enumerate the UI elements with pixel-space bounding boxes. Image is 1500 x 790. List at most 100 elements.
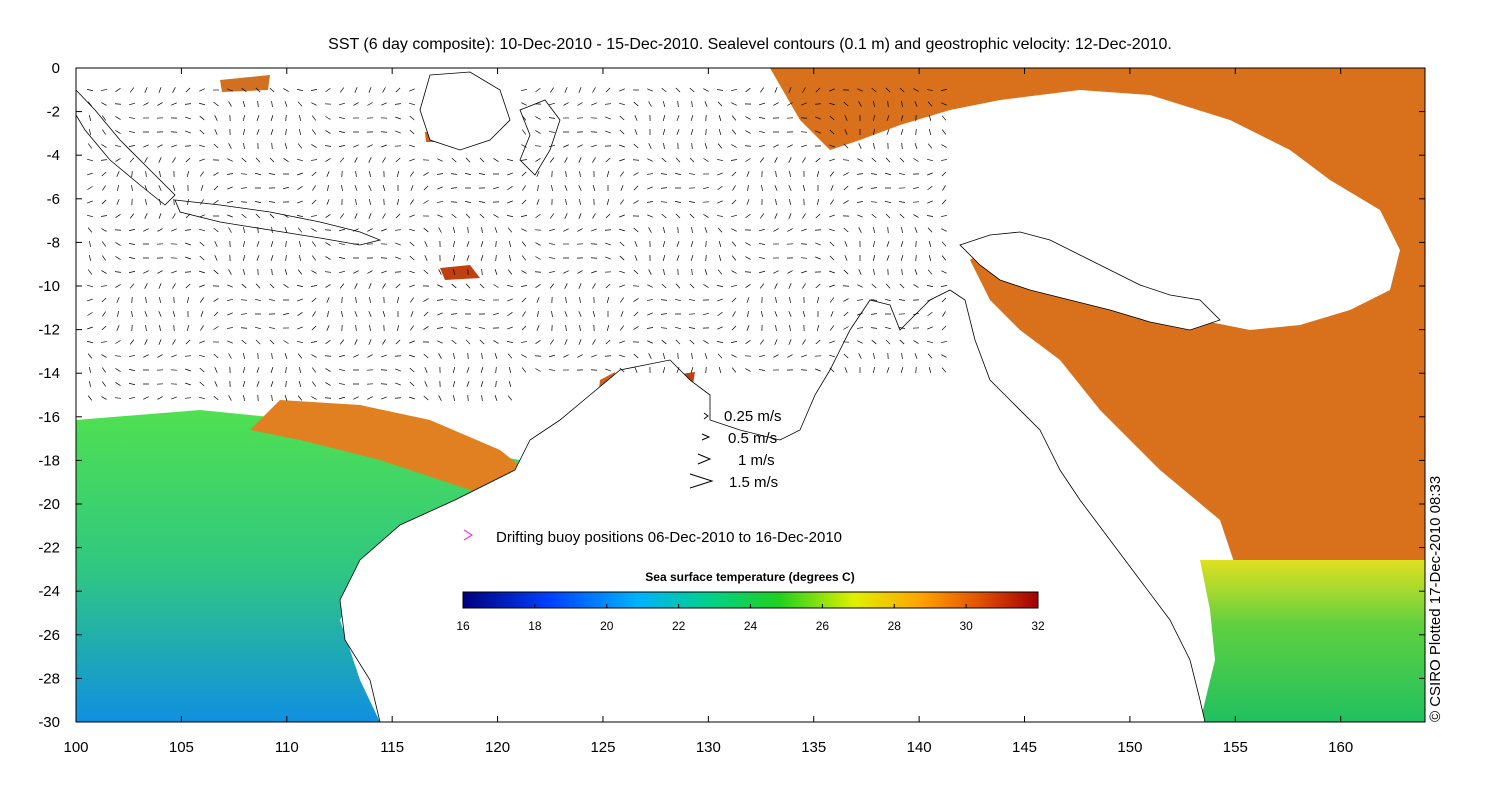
velocity-arrow — [353, 396, 359, 400]
velocity-arrow — [173, 198, 175, 206]
velocity-arrow — [788, 311, 792, 317]
velocity-arrow — [101, 228, 107, 232]
velocity-arrow — [199, 88, 205, 92]
velocity-arrow — [927, 227, 933, 233]
velocity-arrow — [940, 159, 948, 161]
velocity-arrow — [481, 352, 483, 360]
velocity-arrow — [255, 87, 261, 93]
velocity-arrow — [453, 394, 455, 402]
velocity-arrow — [913, 214, 919, 218]
velocity-arrow — [816, 325, 820, 331]
velocity-arrow — [885, 87, 891, 93]
velocity-arrow — [228, 395, 232, 401]
velocity-arrow — [255, 172, 261, 176]
velocity-arrow — [171, 102, 177, 106]
velocity-arrow — [774, 283, 778, 289]
velocity-arrow — [620, 199, 624, 205]
velocity-arrow — [731, 199, 737, 205]
velocity-arrow — [691, 100, 693, 108]
velocity-arrow — [774, 157, 778, 163]
velocity-arrow — [521, 115, 527, 121]
velocity-arrow — [438, 227, 442, 233]
velocity-arrow — [172, 87, 176, 93]
velocity-arrow — [116, 171, 120, 177]
velocity-arrow — [101, 354, 107, 358]
velocity-arrow — [788, 283, 792, 289]
velocity-arrow — [270, 115, 274, 121]
velocity-arrow — [369, 296, 371, 304]
velocity-arrow — [297, 326, 303, 330]
velocity-arrow — [129, 228, 135, 232]
velocity-arrow — [423, 395, 429, 401]
velocity-arrow — [254, 326, 262, 330]
velocity-arrow — [647, 284, 653, 288]
velocity-arrow — [871, 157, 877, 163]
velocity-arrow — [283, 186, 289, 190]
velocity-arrow — [774, 339, 778, 345]
velocity-arrow — [577, 228, 583, 232]
y-tick-label: -2 — [47, 104, 60, 121]
velocity-arrow — [270, 129, 274, 135]
velocity-arrow — [226, 173, 234, 175]
velocity-arrow — [801, 354, 807, 358]
velocity-arrow — [718, 115, 722, 121]
velocity-arrow — [941, 255, 947, 261]
velocity-arrow — [464, 201, 472, 203]
velocity-arrow — [633, 172, 639, 176]
velocity-arrow — [858, 101, 862, 107]
colorbar-tick-label: 18 — [528, 619, 542, 633]
velocity-arrow — [578, 157, 582, 163]
velocity-arrow — [661, 339, 667, 345]
velocity-arrow — [940, 340, 948, 344]
velocity-arrow — [758, 257, 766, 259]
velocity-arrow — [354, 213, 358, 219]
velocity-arrow — [535, 242, 541, 246]
velocity-arrow — [87, 158, 93, 162]
velocity-arrow — [605, 242, 611, 246]
velocity-arrow — [927, 353, 933, 359]
velocity-arrow — [886, 367, 890, 373]
velocity-arrow — [100, 89, 108, 91]
velocity-arrow — [521, 171, 527, 177]
velocity-arrow — [184, 103, 192, 105]
velocity-arrow — [453, 268, 455, 276]
velocity-arrow — [355, 170, 357, 178]
velocity-arrow — [941, 354, 947, 358]
velocity-arrow — [101, 270, 107, 274]
velocity-arrow — [590, 257, 598, 259]
velocity-arrow — [704, 101, 708, 107]
velocity-arrow — [913, 88, 919, 92]
velocity-arrow — [382, 339, 386, 345]
velocity-arrow — [704, 227, 708, 233]
velocity-arrow — [704, 269, 708, 275]
velocity-arrow — [311, 396, 317, 400]
velocity-arrow — [773, 102, 779, 106]
x-tick-label: 155 — [1223, 739, 1248, 756]
velocity-arrow — [941, 228, 947, 232]
velocity-arrow — [129, 213, 135, 219]
velocity-arrow — [268, 327, 276, 329]
velocity-arrow — [353, 102, 359, 106]
velocity-arrow — [423, 185, 429, 191]
velocity-arrow — [941, 270, 947, 274]
velocity-arrow — [843, 200, 849, 204]
velocity-arrow — [255, 339, 261, 345]
velocity-arrow — [801, 102, 807, 106]
velocity-arrow — [354, 339, 358, 345]
velocity-arrow — [815, 213, 821, 219]
velocity-arrow — [213, 326, 219, 330]
velocity-arrow — [829, 340, 835, 344]
velocity-arrow — [227, 88, 233, 92]
velocity-arrow — [549, 354, 555, 358]
x-tick-label: 135 — [801, 739, 826, 756]
velocity-arrow — [396, 296, 400, 304]
velocity-arrow — [507, 186, 513, 190]
velocity-arrow — [354, 185, 358, 191]
velocity-arrow — [465, 298, 471, 302]
velocity-arrow — [745, 284, 751, 288]
velocity-arrow — [129, 157, 135, 163]
velocity-arrow — [270, 241, 274, 247]
velocity-arrow — [705, 240, 707, 248]
velocity-arrow — [128, 131, 136, 133]
velocity-arrow — [689, 157, 695, 163]
